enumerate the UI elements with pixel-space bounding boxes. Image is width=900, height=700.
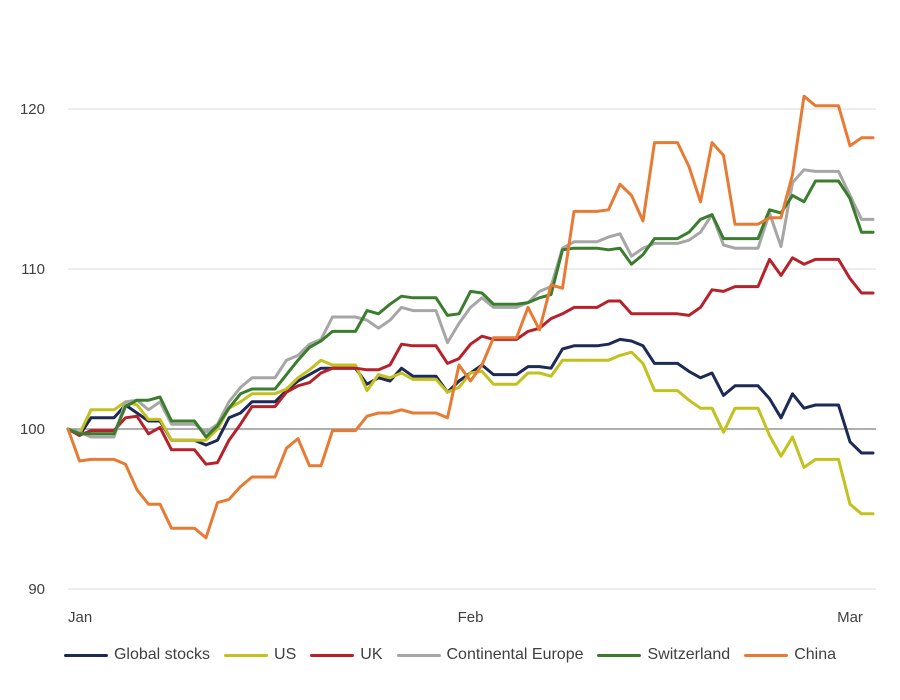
legend-swatch (310, 653, 355, 657)
legend-item: Continental Europe (396, 646, 584, 664)
series-line-us (66, 350, 875, 516)
legend-label: Continental Europe (446, 646, 584, 663)
y-tick-label: 120 (20, 101, 45, 118)
legend-item: Switzerland (597, 646, 730, 664)
x-axis-tick-labels: Jan Feb Mar (68, 609, 863, 626)
legend-swatch (224, 653, 269, 657)
x-tick-label: Feb (458, 609, 484, 626)
legend-label: UK (360, 646, 383, 663)
line-chart: 90 100 110 120 Jan Feb Mar (20, 94, 876, 626)
series-lines (66, 94, 875, 540)
legend-swatch (597, 653, 642, 657)
legend-item: China (744, 646, 836, 664)
gridlines (68, 108, 876, 590)
legend-label: US (274, 646, 297, 663)
y-axis-tick-labels: 90 100 110 120 (20, 101, 45, 598)
series-line-uk (66, 256, 875, 466)
series-line-china (66, 94, 875, 540)
series-line-global-stocks (66, 337, 875, 455)
series-line-switzerland (66, 179, 875, 439)
y-tick-label: 90 (28, 581, 45, 598)
series-line-continental-europe (66, 168, 875, 439)
legend-label: Global stocks (113, 646, 211, 663)
x-tick-label: Mar (837, 609, 863, 626)
legend: Global stocks US UK Continental Europe Switz… (0, 646, 900, 664)
legend-label: China (794, 646, 836, 663)
legend-item: UK (310, 646, 383, 664)
legend-item: US (224, 646, 296, 664)
x-tick-label: Jan (68, 609, 92, 626)
legend-label: Switzerland (647, 646, 731, 663)
legend-item: Global stocks (63, 646, 211, 664)
y-tick-label: 100 (20, 421, 45, 438)
y-tick-label: 110 (21, 261, 45, 278)
legend-swatch (744, 653, 789, 657)
legend-swatch (63, 653, 108, 657)
legend-swatch (396, 653, 441, 657)
